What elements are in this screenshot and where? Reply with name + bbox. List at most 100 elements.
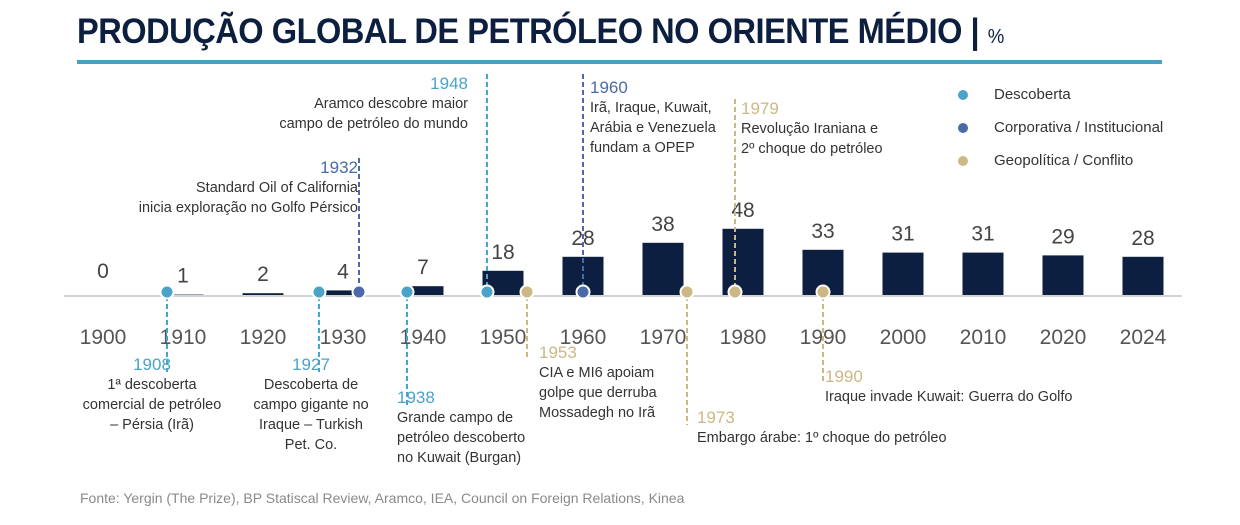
legend-label: Descoberta: [994, 86, 1071, 103]
data-label-1900: 0: [97, 260, 109, 283]
event-year: 1927: [292, 355, 330, 374]
source-note: Fonte: Yergin (The Prize), BP Statiscal …: [80, 490, 685, 506]
event-annotation-1932: 1932 Standard Oil of California inicia exp…: [100, 158, 358, 218]
event-text-line: Iraque – Turkish: [259, 417, 363, 433]
data-label-2024: 28: [1131, 227, 1154, 250]
title-unit: %: [987, 26, 1005, 48]
x-tick-label-1950: 1950: [480, 326, 527, 349]
data-label-2000: 31: [891, 223, 914, 246]
legend: Descoberta Corporativa / Institucional G…: [958, 78, 1163, 177]
x-tick-label-1930: 1930: [320, 326, 367, 349]
event-year: 1938: [397, 388, 435, 407]
event-text-line: 1ª descoberta: [107, 377, 197, 393]
title-separator: |: [970, 12, 980, 51]
chart-title: PRODUÇÃO GLOBAL DE PETRÓLEO NO ORIENTE M…: [77, 12, 1004, 52]
event-year: 1960: [590, 78, 628, 97]
event-text-line: golpe que derruba: [539, 385, 657, 401]
event-text-line: 2º choque do petróleo: [741, 141, 883, 157]
event-text-line: petróleo descoberto: [397, 430, 526, 446]
event-text-line: Standard Oil of California: [196, 180, 358, 196]
legend-item-descoberta: Descoberta: [958, 78, 1163, 111]
x-tick-label-2020: 2020: [1040, 326, 1087, 349]
data-label-1910: 1: [177, 265, 189, 288]
event-text-line: fundam a OPEP: [590, 140, 695, 156]
bar-1920: [242, 293, 284, 296]
bar-1930: [322, 290, 364, 296]
legend-dot-icon: [958, 122, 968, 133]
event-annotation-1953: 1953 CIA e MI6 apoiam golpe que derruba Mos…: [539, 343, 657, 423]
x-tick-label-2000: 2000: [880, 326, 927, 349]
x-tick-label-1960: 1960: [560, 326, 607, 349]
event-annotation-1927: 1927 Descoberta de campo gigante no Iraque …: [235, 355, 387, 455]
event-text-line: Mossadegh no Irã: [539, 405, 656, 421]
event-text-line: comercial de petróleo: [82, 397, 222, 413]
event-text-line: Revolução Iraniana e: [741, 121, 879, 137]
event-year: 1990: [825, 367, 863, 386]
event-text-line: campo de petróleo do mundo: [279, 116, 468, 132]
title-underline: [77, 60, 1162, 64]
legend-dot-icon: [958, 155, 968, 166]
event-annotation-1990: 1990 Iraque invade Kuwait: Guerra do Golf…: [825, 367, 1072, 407]
bar-2010: [962, 252, 1004, 296]
event-year: 1979: [741, 99, 779, 118]
legend-item-geopolitica: Geopolítica / Conflito: [958, 144, 1163, 177]
event-text-line: – Pérsia (Irã): [110, 417, 194, 433]
event-annotation-1908: 1908 1ª descoberta comercial de petróleo – …: [72, 355, 232, 435]
event-year: 1953: [539, 343, 577, 362]
event-marker-1908: [159, 284, 175, 300]
data-label-1990: 33: [811, 220, 834, 243]
data-label-2020: 29: [1051, 225, 1074, 248]
bar-2024: [1122, 256, 1164, 296]
bar-1970: [642, 242, 684, 296]
x-tick-label-1900: 1900: [80, 326, 127, 349]
event-text-line: no Kuwait (Burgan): [397, 450, 522, 466]
event-text-line: CIA e MI6 apoiam: [539, 365, 655, 381]
event-marker-1927: [311, 284, 327, 300]
event-text-line: Arábia e Venezuela: [590, 120, 716, 136]
event-text-line: Descoberta de: [263, 377, 359, 393]
event-text-line: Irã, Iraque, Kuwait,: [590, 100, 712, 116]
event-text-line: campo gigante no: [253, 397, 369, 413]
data-label-1980: 48: [731, 199, 754, 222]
event-text-line: Grande campo de: [397, 410, 514, 426]
event-annotation-1948: 1948 Aramco descobre maior campo de petról…: [230, 74, 468, 134]
event-marker-1932: [351, 284, 367, 300]
bar-1940: [402, 286, 444, 296]
event-marker-1960: [575, 284, 591, 300]
x-tick-label-1910: 1910: [160, 326, 207, 349]
event-marker-1948: [479, 284, 495, 300]
legend-dot-icon: [958, 89, 968, 100]
legend-item-corporativa: Corporativa / Institucional: [958, 111, 1163, 144]
x-tick-label-1970: 1970: [640, 326, 687, 349]
event-year: 1973: [697, 408, 735, 427]
legend-label: Geopolítica / Conflito: [994, 152, 1134, 169]
event-marker-1990: [815, 284, 831, 300]
chart-title-text: PRODUÇÃO GLOBAL DE PETRÓLEO NO ORIENTE M…: [77, 12, 962, 51]
data-label-2010: 31: [971, 223, 994, 246]
event-year: 1932: [320, 158, 358, 177]
x-tick-label-2010: 2010: [960, 326, 1007, 349]
legend-label: Corporativa / Institucional: [994, 119, 1164, 136]
x-tick-label-2024: 2024: [1120, 326, 1167, 349]
event-marker-1979: [727, 284, 743, 300]
event-text-line: Embargo árabe: 1º choque do petróleo: [697, 430, 947, 446]
event-text-line: Iraque invade Kuwait: Guerra do Golfo: [825, 389, 1073, 405]
data-label-1970: 38: [651, 213, 674, 236]
data-label-1920: 2: [257, 263, 269, 286]
data-label-1940: 7: [417, 256, 429, 279]
event-marker-1973: [679, 284, 695, 300]
data-label-1930: 4: [337, 260, 349, 283]
event-year: 1908: [133, 355, 171, 374]
event-annotation-1960: 1960 Irã, Iraque, Kuwait, Arábia e Venezue…: [590, 78, 716, 158]
x-tick-label-1980: 1980: [720, 326, 767, 349]
event-marker-1938: [399, 284, 415, 300]
x-tick-label-1920: 1920: [240, 326, 287, 349]
bar-1980: [722, 228, 764, 296]
event-text-line: Aramco descobre maior: [314, 96, 468, 112]
event-marker-1953: [519, 284, 535, 300]
event-year: 1948: [430, 74, 468, 93]
x-tick-label-1940: 1940: [400, 326, 447, 349]
data-label-1950: 18: [491, 241, 514, 264]
event-annotation-1973: 1973 Embargo árabe: 1º choque do petróleo: [697, 408, 947, 448]
